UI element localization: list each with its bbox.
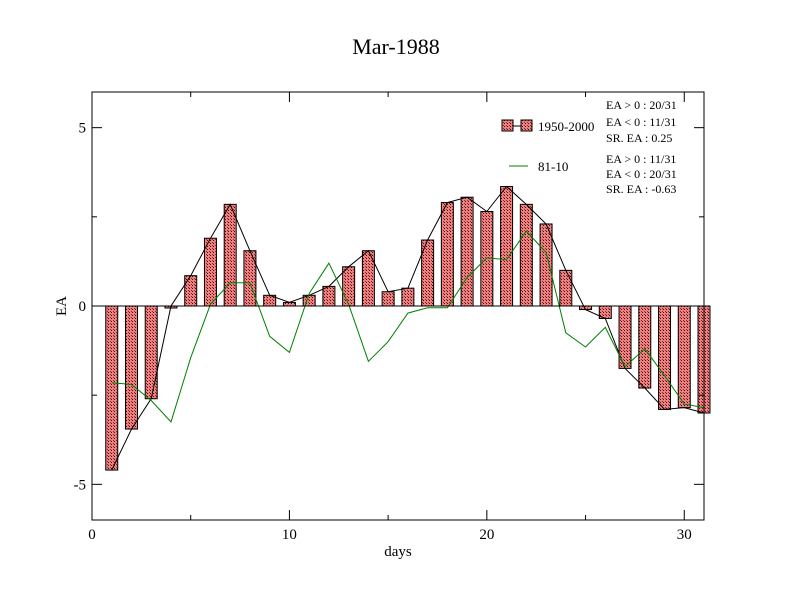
bar-day-5 <box>184 275 198 307</box>
x-tick-label: 0 <box>88 527 96 543</box>
bar-day-6 <box>203 237 217 307</box>
stats-2-positive: EA > 0 : 11/31 <box>606 152 676 166</box>
bar-day-23 <box>539 223 553 307</box>
bar-day-28 <box>638 305 652 389</box>
bar-day-7 <box>223 203 237 307</box>
bar-day-29 <box>658 305 672 410</box>
stats-1-negative: EA < 0 : 11/31 <box>606 115 676 129</box>
bar-day-13 <box>342 266 356 307</box>
y-tick-label: -5 <box>74 477 87 493</box>
bar-day-10 <box>282 301 296 307</box>
axis-ticks: 0 10 20 30 5 0 -5 <box>74 92 704 543</box>
bar-day-30 <box>677 305 691 409</box>
bar-day-19 <box>460 196 474 307</box>
bar-day-3 <box>144 305 158 400</box>
line-series-81-10 <box>111 230 705 423</box>
stats-1-sr: SR. EA : 0.25 <box>606 131 672 145</box>
stats-1-positive: EA > 0 : 20/31 <box>606 98 677 112</box>
chart-title: Mar-1988 <box>352 34 440 59</box>
bar-day-22 <box>519 203 533 307</box>
bar-day-16 <box>401 287 415 307</box>
legend-swatch-left <box>501 119 514 132</box>
line-series-1950-2000 <box>111 185 705 471</box>
bar-day-1 <box>105 305 119 471</box>
stats-2-sr: SR. EA : -0.63 <box>606 182 676 196</box>
y-axis-label: EA <box>54 296 70 316</box>
legend: 1950-2000 81-10 EA > 0 : 20/31 EA < 0 : … <box>501 98 677 196</box>
x-tick-label: 30 <box>677 527 692 543</box>
y-tick-label: 5 <box>79 121 87 137</box>
bar-series-1950-2000 <box>105 186 711 471</box>
x-axis-label: days <box>384 544 412 560</box>
bar-day-18 <box>440 202 454 307</box>
line-layer <box>111 185 705 471</box>
legend-label-81-10: 81-10 <box>538 159 568 174</box>
bar-day-21 <box>500 186 514 307</box>
bar-day-15 <box>381 291 395 307</box>
legend-label-1950-2000: 1950-2000 <box>538 119 594 134</box>
y-tick-label: 0 <box>79 299 87 315</box>
bar-day-12 <box>322 285 336 307</box>
x-tick-label: 10 <box>282 527 297 543</box>
stats-2-negative: EA < 0 : 20/31 <box>606 167 677 181</box>
x-tick-label: 20 <box>479 527 494 543</box>
legend-swatch-right <box>520 119 533 132</box>
bar-day-24 <box>559 269 573 307</box>
bar-day-2 <box>124 305 138 430</box>
